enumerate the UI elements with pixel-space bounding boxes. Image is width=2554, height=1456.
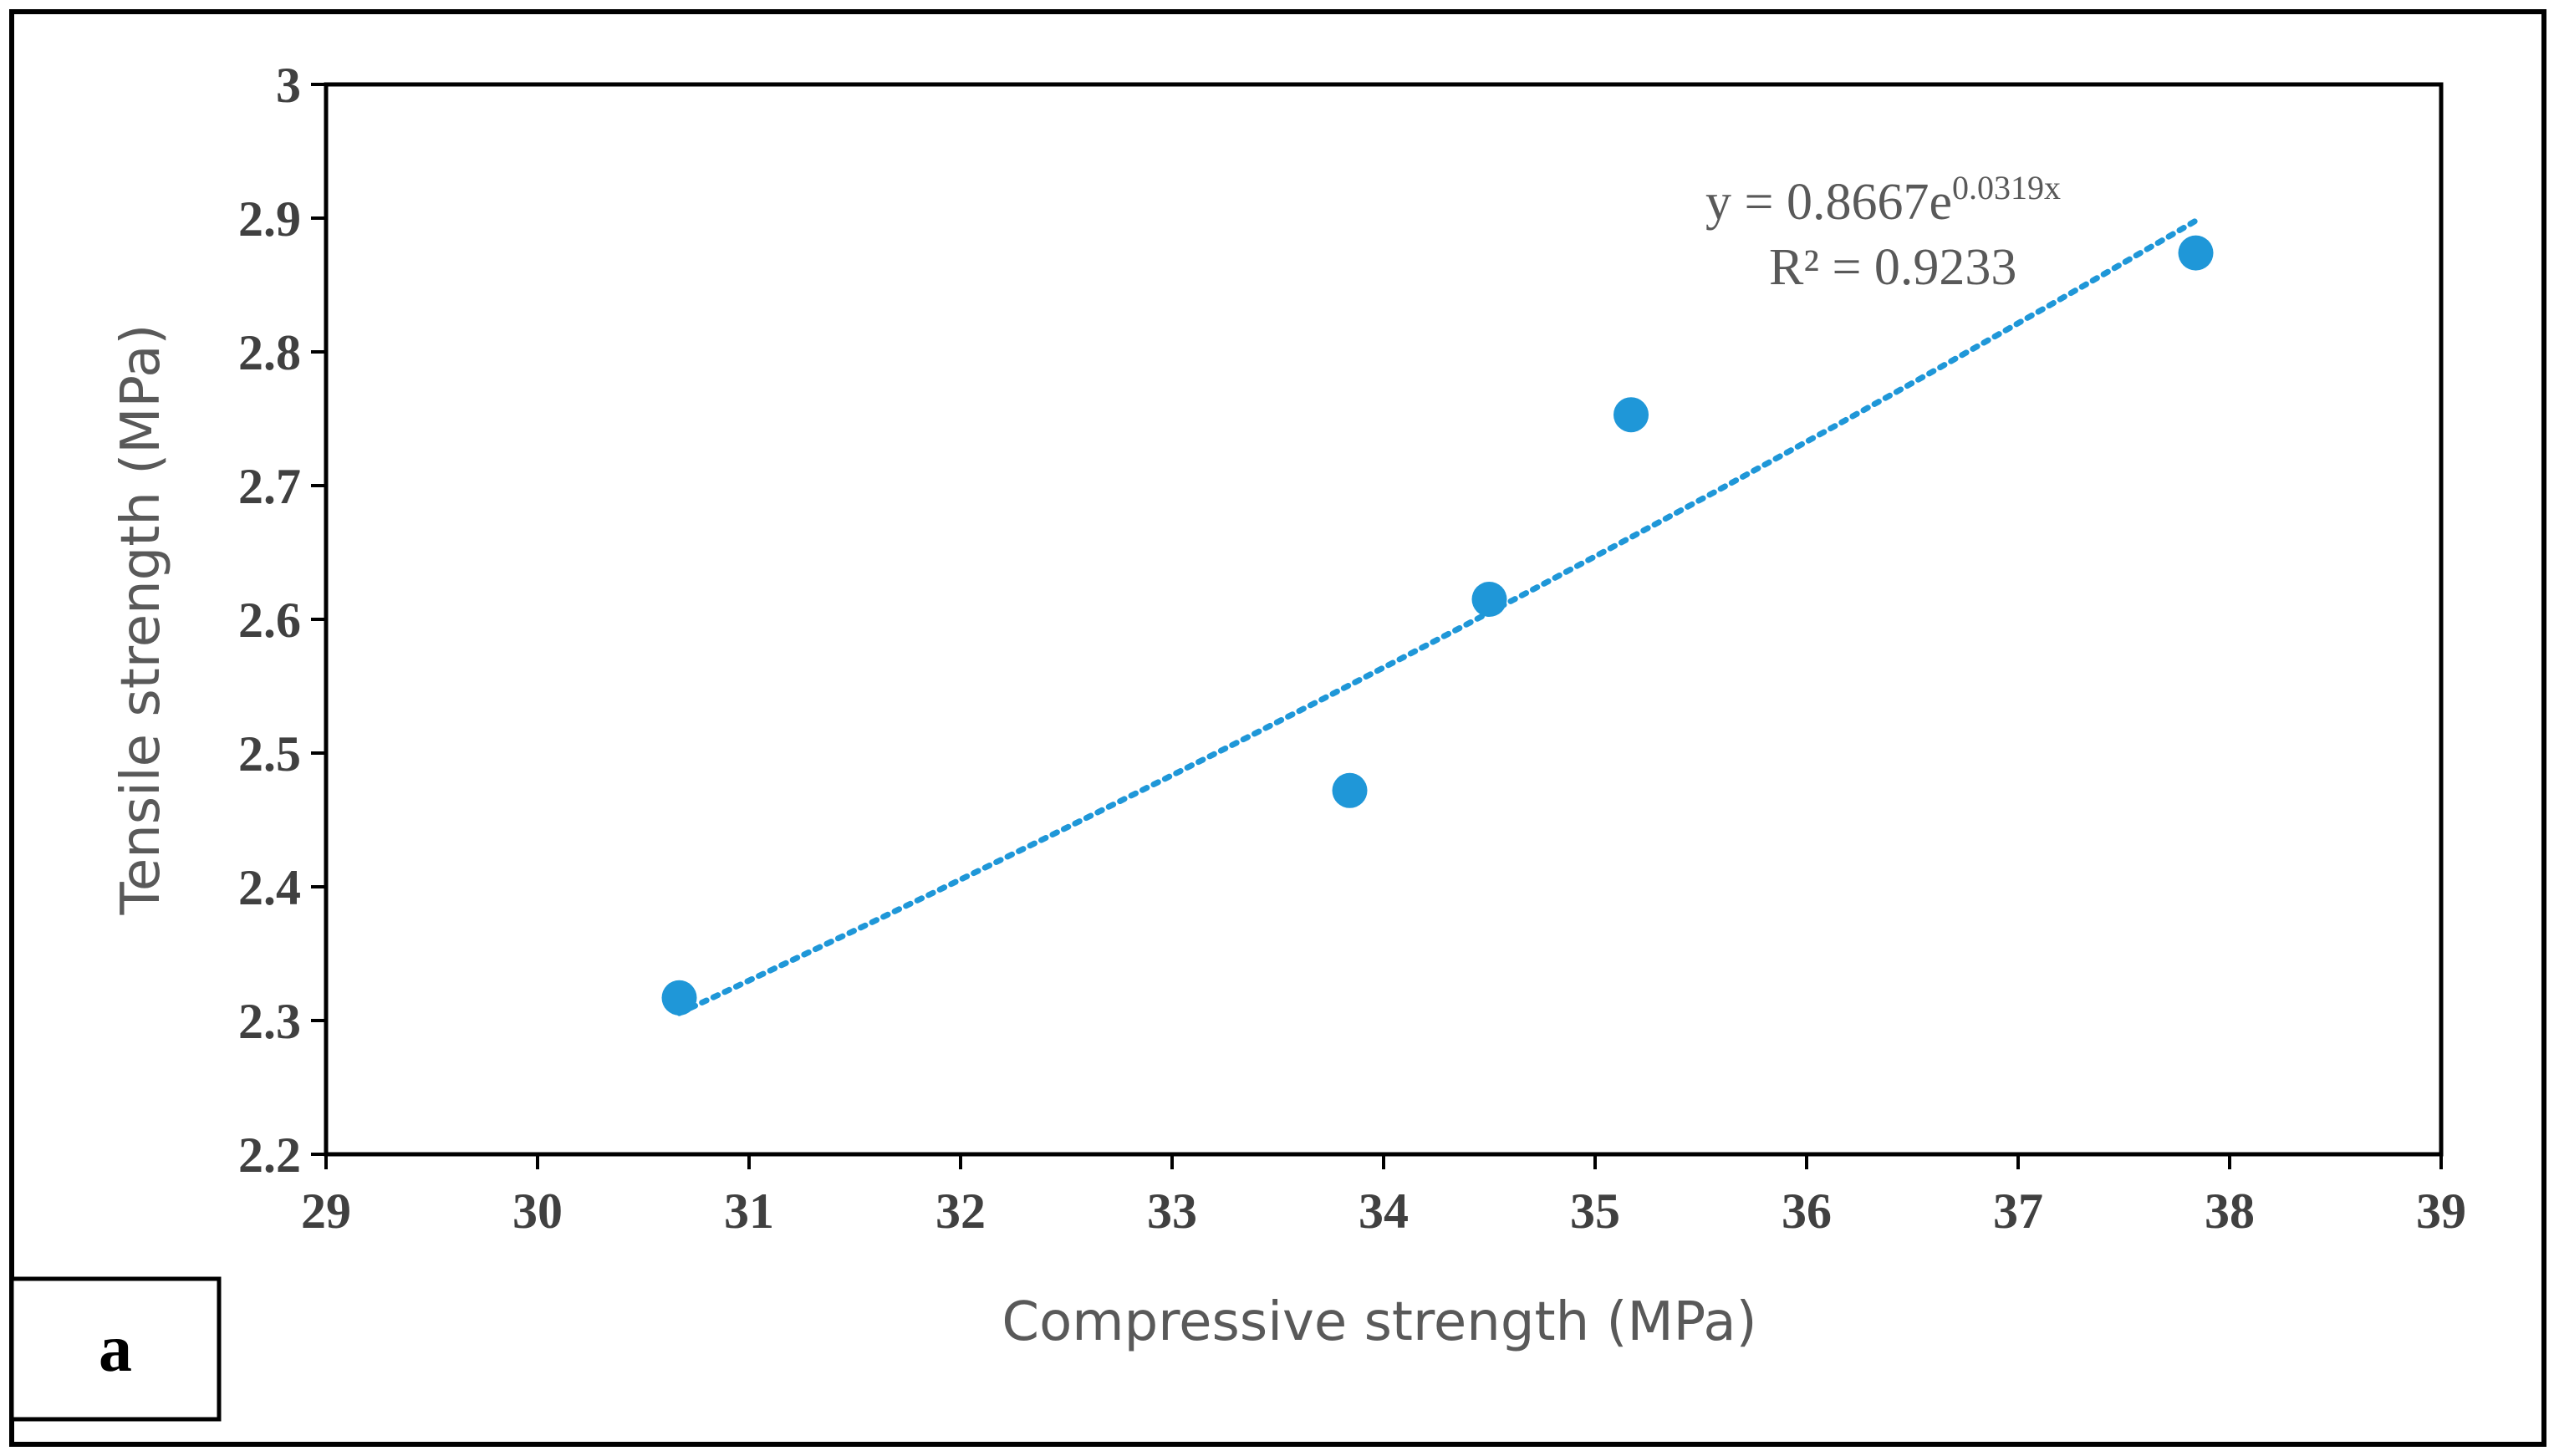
x-tick-label: 31: [724, 1184, 774, 1239]
y-tick-label: 2.3: [238, 994, 301, 1049]
r-squared-label: R² = 0.9233: [1769, 239, 2016, 296]
y-tick-label: 2.4: [238, 860, 301, 915]
y-tick-label: 2.2: [238, 1128, 301, 1183]
x-tick-label: 34: [1359, 1184, 1409, 1239]
x-tick-label: 30: [512, 1184, 563, 1239]
x-tick-label: 33: [1147, 1184, 1197, 1239]
x-tick-label: 29: [301, 1184, 351, 1239]
y-tick-label: 2.7: [238, 459, 301, 514]
data-point: [1332, 772, 1368, 808]
outer-frame: [9, 9, 2546, 1447]
data-point: [1471, 582, 1507, 617]
trendline: [676, 217, 2199, 1016]
y-tick-label: 2.8: [238, 325, 301, 380]
y-tick-label: 3: [276, 58, 301, 113]
data-points: [661, 235, 2214, 1016]
x-axis-title: Compressive strength (MPa): [1002, 1291, 1756, 1353]
x-tick-label: 32: [935, 1184, 986, 1239]
x-tick-label: 36: [1782, 1184, 1832, 1239]
trendline-equation: y = 0.8667e0.0319x: [1705, 169, 2061, 231]
x-tick-label: 39: [2416, 1184, 2466, 1239]
data-point: [1613, 397, 1649, 433]
trendline-group: [676, 217, 2199, 1016]
data-point: [2178, 235, 2214, 271]
y-tick-label: 2.6: [238, 593, 301, 648]
data-point: [661, 980, 697, 1016]
x-tick-label: 35: [1570, 1184, 1620, 1239]
y-tick-label: 2.5: [238, 726, 301, 781]
x-tick-label: 37: [1993, 1184, 2043, 1239]
y-axis-title: Tensile strength (MPa): [110, 324, 172, 916]
y-axis-ticks: 2.2 2.3 2.4 2.5 2.6 2.7 2.8 2.9 3: [238, 58, 326, 1183]
panel-label-box: [9, 1276, 222, 1422]
x-tick-label: 38: [2205, 1184, 2255, 1239]
x-axis-ticks: 29 30 31 32 33 34 35 36 37 38 39: [301, 1154, 2466, 1239]
panel-label: a: [99, 1312, 132, 1386]
y-tick-label: 2.9: [238, 191, 301, 247]
